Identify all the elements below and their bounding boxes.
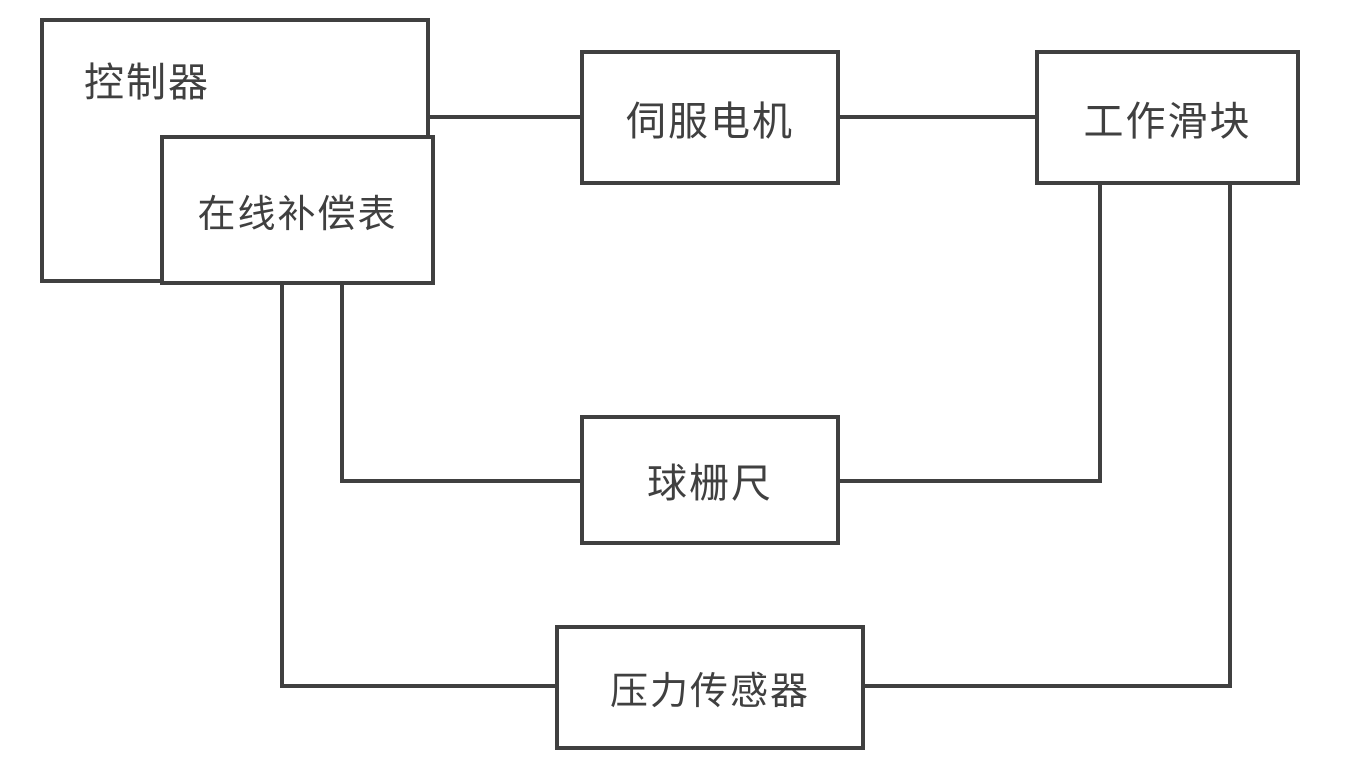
controller-label: 控制器 xyxy=(84,50,210,108)
compensation-table-label: 在线补偿表 xyxy=(197,183,397,238)
edge-servo-workslide xyxy=(840,115,1035,119)
pressure-sensor-node: 压力传感器 xyxy=(555,625,865,750)
compensation-table-node: 在线补偿表 xyxy=(160,135,435,285)
work-slide-label: 工作滑块 xyxy=(1084,89,1252,147)
edge-pressure-comptable-v xyxy=(280,285,284,688)
servo-motor-label: 伺服电机 xyxy=(626,89,794,147)
edge-workslide-ballruler-v xyxy=(1098,185,1102,483)
work-slide-node: 工作滑块 xyxy=(1035,50,1300,185)
edge-workslide-pressure-h xyxy=(865,684,1232,688)
ball-ruler-label: 球栅尺 xyxy=(647,451,773,509)
servo-motor-node: 伺服电机 xyxy=(580,50,840,185)
pressure-sensor-label: 压力传感器 xyxy=(610,660,810,715)
edge-controller-servo xyxy=(430,115,580,119)
ball-ruler-node: 球栅尺 xyxy=(580,415,840,545)
edge-ballruler-comptable-v xyxy=(340,285,344,483)
edge-workslide-ballruler-h xyxy=(840,479,1102,483)
edge-workslide-pressure-v xyxy=(1228,185,1232,688)
edge-ballruler-comptable-h xyxy=(340,479,580,483)
edge-pressure-comptable-h xyxy=(280,684,555,688)
